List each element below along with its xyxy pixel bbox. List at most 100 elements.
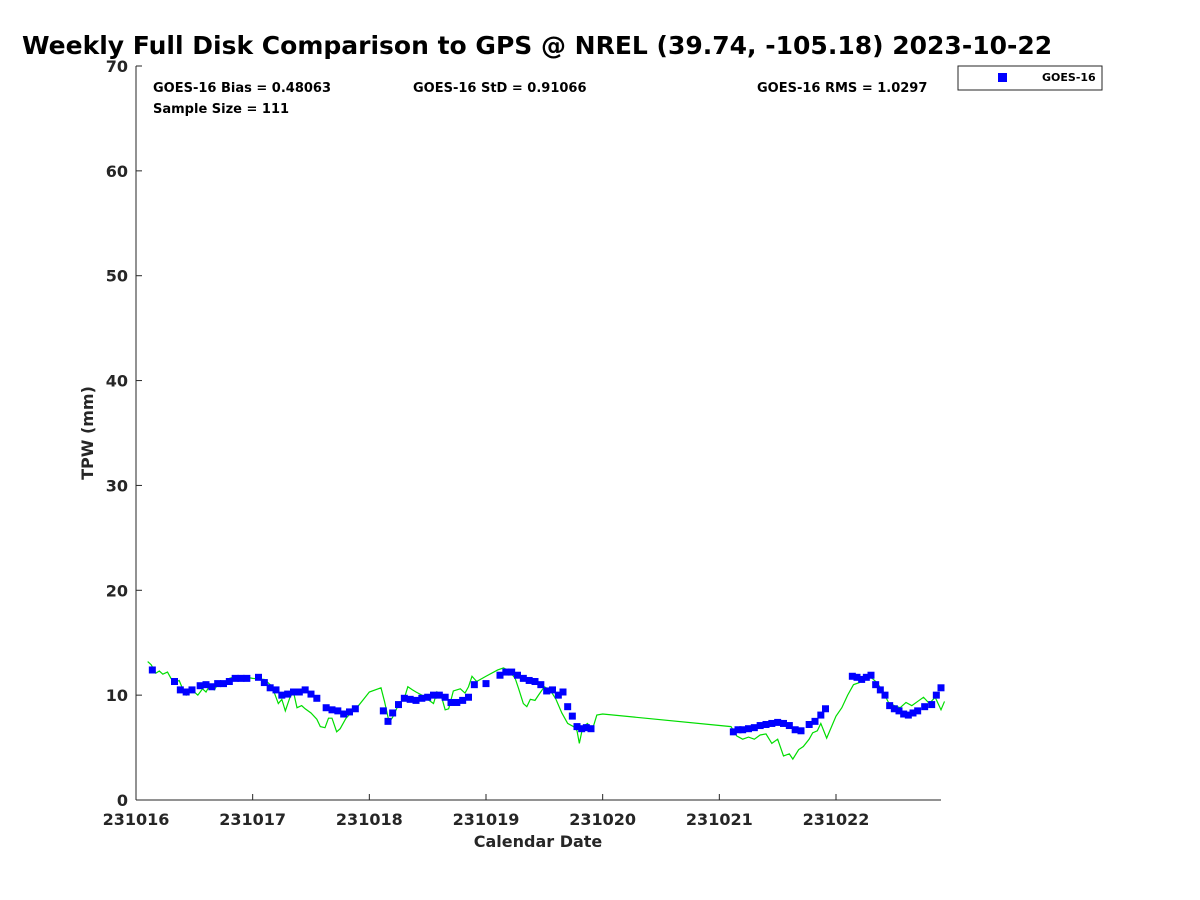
goes16-point bbox=[441, 693, 449, 701]
goes16-point bbox=[564, 703, 572, 711]
goes16-point bbox=[148, 666, 156, 674]
goes16-point bbox=[519, 674, 527, 682]
goes16-point bbox=[858, 675, 866, 683]
chart-title: Weekly Full Disk Comparison to GPS @ NRE… bbox=[22, 31, 1052, 60]
goes16-point bbox=[502, 668, 510, 676]
goes16-point bbox=[921, 703, 929, 711]
y-tick-label: 20 bbox=[106, 581, 128, 600]
goes16-point bbox=[225, 678, 233, 686]
goes16-point bbox=[290, 688, 297, 696]
goes16-point bbox=[328, 706, 336, 714]
goes16-point bbox=[412, 696, 420, 704]
goes16-point bbox=[848, 672, 856, 680]
goes16-point bbox=[805, 721, 813, 728]
goes16-point bbox=[295, 688, 303, 696]
goes16-point bbox=[188, 686, 196, 694]
goes16-point bbox=[176, 686, 184, 694]
y-tick-label: 10 bbox=[106, 686, 128, 705]
goes16-point bbox=[862, 673, 870, 681]
goes16-point bbox=[313, 694, 321, 702]
goes16-point bbox=[453, 698, 461, 706]
goes16-point bbox=[582, 724, 590, 732]
goes16-point bbox=[549, 686, 556, 694]
goes16-point bbox=[734, 726, 742, 734]
legend-entry-goes16: GOES-16 bbox=[1042, 71, 1096, 84]
goes16-point bbox=[435, 691, 443, 699]
goes16-point bbox=[543, 687, 551, 695]
goes16-point bbox=[272, 686, 280, 694]
goes16-point bbox=[406, 695, 414, 703]
goes16-point bbox=[266, 684, 274, 692]
goes16-point bbox=[465, 693, 472, 701]
goes16-point bbox=[351, 705, 359, 713]
goes16-point bbox=[900, 710, 908, 718]
stat-sample-size: Sample Size = 111 bbox=[153, 102, 289, 117]
goes16-point bbox=[400, 694, 408, 702]
goes16-point bbox=[578, 725, 586, 733]
goes16-point bbox=[260, 679, 268, 687]
goes16-point bbox=[817, 711, 825, 719]
goes16-point bbox=[430, 691, 437, 699]
axes: 0 10 20 30 40 50 60 70 231016 231017 231018 231019 2… bbox=[103, 57, 941, 829]
goes16-point bbox=[909, 709, 917, 717]
goes16-point bbox=[384, 717, 392, 725]
goes16-point bbox=[525, 676, 533, 684]
stat-rms: GOES-16 RMS = 1.0297 bbox=[757, 81, 927, 96]
x-tick-label: 231019 bbox=[453, 810, 520, 829]
goes16-point bbox=[346, 708, 353, 716]
plot-area bbox=[147, 661, 946, 761]
x-tick-label: 231017 bbox=[219, 810, 286, 829]
legend: GOES-16 bbox=[957, 65, 1103, 91]
x-tick-label: 231021 bbox=[686, 810, 753, 829]
goes16-point bbox=[322, 704, 330, 712]
x-tick-label: 231018 bbox=[336, 810, 403, 829]
goes16-point bbox=[531, 678, 539, 686]
goes16-point bbox=[214, 680, 222, 688]
y-axis-label: TPW (mm) bbox=[78, 386, 97, 480]
goes16-point bbox=[881, 691, 889, 699]
goes16-point bbox=[768, 719, 776, 727]
goes16-point bbox=[496, 671, 504, 679]
goes16-point bbox=[876, 686, 884, 694]
goes16-point bbox=[914, 707, 922, 715]
goes16-point bbox=[537, 681, 545, 689]
goes16-point bbox=[508, 668, 516, 676]
goes16-point bbox=[886, 702, 894, 710]
goes16-point bbox=[340, 710, 348, 718]
goes16-point bbox=[389, 709, 397, 717]
goes16-point bbox=[762, 721, 770, 728]
goes16-point bbox=[904, 711, 912, 719]
goes16-point bbox=[895, 707, 903, 715]
goes16-point bbox=[301, 686, 309, 694]
goes16-point bbox=[514, 671, 521, 679]
goes16-point bbox=[307, 690, 315, 698]
goes16-point bbox=[587, 725, 595, 733]
goes16-point bbox=[811, 717, 819, 725]
stats-annotations: GOES-16 Bias = 0.48063 GOES-16 StD = 0.9… bbox=[153, 81, 927, 117]
goes16-point bbox=[334, 707, 342, 715]
goes16-point bbox=[395, 701, 402, 709]
goes16-point bbox=[196, 682, 204, 690]
x-tick-label: 231020 bbox=[569, 810, 636, 829]
goes16-point bbox=[937, 684, 945, 692]
goes16-point bbox=[739, 726, 747, 734]
goes16-point bbox=[750, 724, 758, 732]
goes16-point bbox=[745, 725, 752, 733]
goes16-point bbox=[418, 694, 426, 702]
goes16-point bbox=[255, 673, 262, 681]
goes16-point bbox=[780, 719, 787, 727]
y-tick-label: 60 bbox=[106, 162, 128, 181]
x-tick-label: 231016 bbox=[103, 810, 170, 829]
y-tick-label: 50 bbox=[106, 267, 128, 286]
goes16-point bbox=[470, 681, 478, 689]
goes16-point bbox=[243, 674, 251, 682]
goes16-point bbox=[424, 693, 432, 701]
goes16-point bbox=[284, 690, 292, 698]
y-tick-label: 40 bbox=[106, 372, 128, 391]
goes16-point bbox=[202, 681, 210, 689]
goes16-point bbox=[237, 674, 245, 682]
goes16-point bbox=[482, 680, 490, 688]
legend-box bbox=[957, 65, 1103, 91]
stat-std: GOES-16 StD = 0.91066 bbox=[413, 81, 587, 96]
goes16-point bbox=[231, 674, 239, 682]
